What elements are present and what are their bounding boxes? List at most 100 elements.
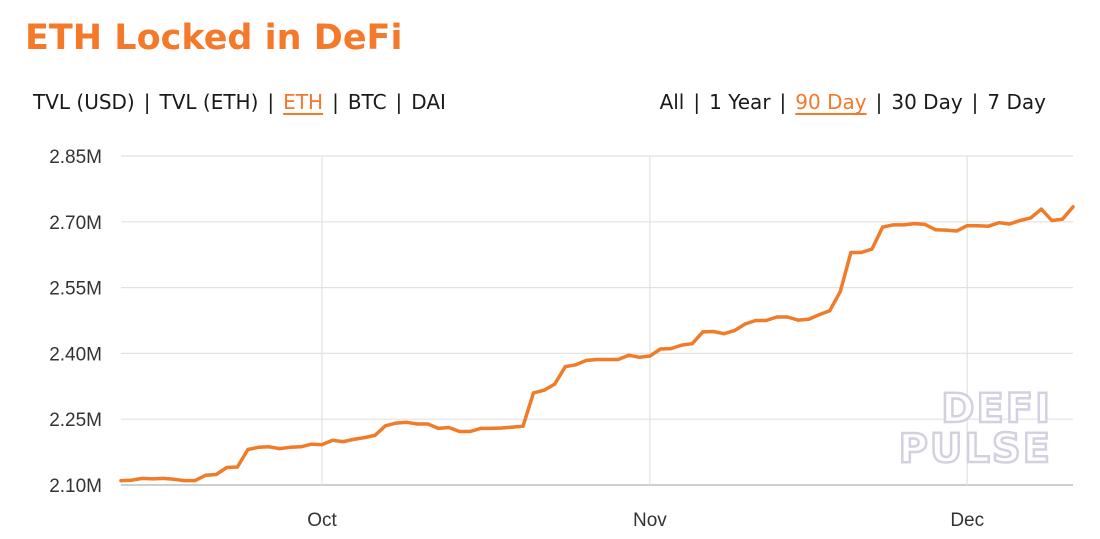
range-option-1-year[interactable]: 1 Year [709, 90, 771, 114]
series-layer [119, 205, 1075, 483]
data-point [807, 317, 811, 321]
data-point [553, 382, 557, 386]
data-point [754, 318, 758, 323]
data-point [405, 420, 409, 424]
data-point [743, 322, 747, 326]
data-point [447, 425, 451, 430]
data-point [246, 447, 250, 452]
data-point [542, 388, 546, 392]
watermark-pulse: PULSE [899, 426, 1052, 472]
data-point [130, 478, 134, 482]
data-point [764, 318, 768, 323]
data-point [193, 479, 197, 483]
range-option-all[interactable]: All [659, 90, 685, 114]
data-point [383, 424, 387, 428]
data-point [531, 391, 536, 395]
metric-selector: TVL (USD) | TVL (ETH) | ETH | BTC | DAI [33, 88, 446, 116]
data-point [204, 473, 208, 477]
data-point [267, 445, 271, 449]
data-point [457, 429, 462, 434]
data-point [119, 479, 123, 483]
y-tick-label: 2.55M [49, 279, 102, 300]
data-point [785, 315, 790, 319]
range-separator: | [971, 90, 979, 114]
range-option-90-day[interactable]: 90 Day [795, 90, 867, 114]
axes: 2.10M 2.25M 2.40M 2.55M 2.70M 2.85M Oct Nov Dec [49, 147, 984, 531]
data-point [680, 343, 684, 347]
data-point [161, 476, 165, 480]
x-tick-label: Nov [633, 510, 667, 531]
data-point [838, 289, 842, 294]
data-point [1018, 218, 1022, 223]
y-tick-label: 2.85M [49, 147, 102, 168]
data-point [394, 421, 398, 425]
metric-option-eth[interactable]: ETH [283, 90, 324, 114]
data-point [976, 224, 980, 228]
data-point [468, 429, 472, 434]
data-point [288, 445, 292, 449]
data-point [711, 329, 716, 334]
data-point [669, 347, 673, 351]
data-point [352, 437, 356, 441]
range-separator: | [779, 90, 787, 114]
metric-separator: | [267, 90, 275, 114]
data-point [997, 221, 1001, 225]
data-point [859, 250, 864, 255]
data-point [214, 472, 218, 477]
data-point [489, 426, 493, 430]
data-point [299, 445, 303, 449]
data-point [341, 440, 345, 444]
data-point [278, 447, 282, 451]
data-point [373, 433, 377, 437]
range-separator: | [875, 90, 883, 114]
data-point [690, 342, 694, 346]
data-point [912, 222, 916, 226]
data-point [965, 224, 969, 228]
data-point [1060, 217, 1064, 221]
data-point [658, 347, 663, 351]
range-separator: | [693, 90, 701, 114]
data-point [426, 422, 430, 426]
data-point [606, 357, 610, 362]
data-point [595, 357, 599, 362]
data-point [362, 436, 366, 440]
metric-separator: | [143, 90, 151, 114]
data-point [521, 424, 525, 428]
data-point [479, 426, 483, 430]
x-tick-label: Dec [950, 510, 984, 531]
data-point [796, 318, 800, 322]
data-point [849, 250, 853, 255]
data-point [172, 477, 176, 481]
metric-option-tvl-eth[interactable]: TVL (ETH) [159, 90, 259, 114]
data-point [902, 223, 906, 227]
data-point [500, 426, 504, 430]
data-point [701, 330, 705, 334]
data-point [881, 225, 885, 229]
data-point [331, 438, 335, 442]
data-point [182, 479, 187, 483]
y-tick-label: 2.40M [49, 344, 102, 365]
data-point [1029, 216, 1033, 220]
data-point [151, 477, 155, 481]
data-point [627, 353, 631, 357]
data-point [891, 223, 895, 227]
data-point [923, 222, 927, 226]
grid-lines [121, 155, 1073, 486]
metric-option-btc[interactable]: BTC [347, 90, 387, 114]
data-point [870, 247, 874, 251]
x-tick-label: Oct [307, 510, 337, 531]
metric-option-dai[interactable]: DAI [411, 90, 446, 114]
data-point [722, 332, 726, 336]
data-point [574, 363, 578, 367]
metric-option-tvl-usd[interactable]: TVL (USD) [33, 90, 135, 114]
data-point [775, 315, 779, 319]
data-point [415, 422, 419, 426]
data-point [1007, 222, 1012, 226]
range-option-7-day[interactable]: 7 Day [987, 90, 1046, 114]
data-point [1071, 205, 1075, 209]
range-option-30-day[interactable]: 30 Day [891, 90, 963, 114]
data-point [1039, 207, 1043, 211]
data-point [436, 426, 440, 430]
data-point [944, 228, 948, 232]
